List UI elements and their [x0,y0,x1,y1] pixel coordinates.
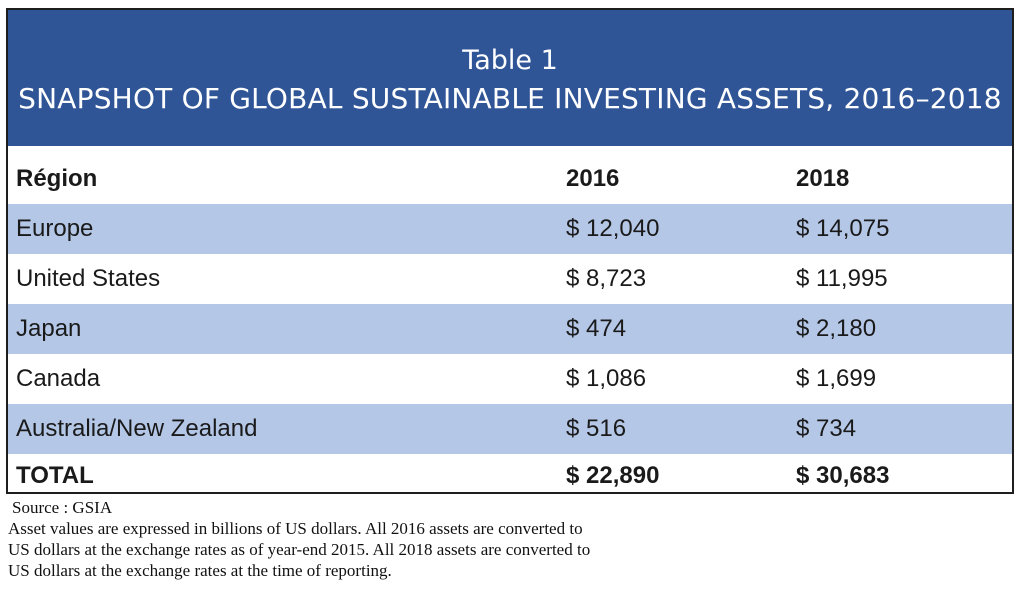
table-row: United States $ 8,723 $ 11,995 [8,254,1012,304]
source-note: Source : GSIA [12,498,113,517]
region-cell: United States [16,265,161,292]
value-2016-cell: $ 1,086 [566,365,647,392]
column-header-2016: 2016 [566,165,620,192]
value-2016-cell: $ 12,040 [566,215,660,242]
sustainable-investing-table: Table 1 SNAPSHOT OF GLOBAL SUSTAINABLE I… [6,8,1014,494]
value-2018-cell: $ 14,075 [796,215,890,242]
footnote-line: Asset values are expressed in billions o… [8,519,583,538]
region-cell: Europe [16,215,94,242]
total-row: TOTAL $ 22,890 $ 30,683 [8,456,1012,492]
table-row: Australia/New Zealand $ 516 $ 734 [8,404,1012,454]
total-label: TOTAL [16,462,94,489]
table-title: SNAPSHOT OF GLOBAL SUSTAINABLE INVESTING… [18,82,1002,115]
value-2018-cell: $ 2,180 [796,315,877,342]
table-label: Table 1 [462,45,558,76]
column-header-region: Région [16,165,98,192]
total-2016-cell: $ 22,890 [566,462,660,489]
footnotes: Source : GSIA Asset values are expressed… [8,497,590,581]
table-row: Canada $ 1,086 $ 1,699 [8,354,1012,404]
table-row: Japan $ 474 $ 2,180 [8,304,1012,354]
region-cell: Australia/New Zealand [16,415,258,442]
table-header: Table 1 SNAPSHOT OF GLOBAL SUSTAINABLE I… [8,10,1012,146]
table-row: Europe $ 12,040 $ 14,075 [8,204,1012,254]
value-2016-cell: $ 8,723 [566,265,647,292]
value-2016-cell: $ 516 [566,415,627,442]
value-2018-cell: $ 734 [796,415,857,442]
footnote-line: US dollars at the exchange rates at the … [8,561,392,580]
value-2018-cell: $ 1,699 [796,365,877,392]
total-2018-cell: $ 30,683 [796,462,890,489]
value-2018-cell: $ 11,995 [796,265,888,292]
region-cell: Canada [16,365,101,392]
column-header-2018: 2018 [796,165,850,192]
footnote-line: US dollars at the exchange rates as of y… [8,540,591,559]
value-2016-cell: $ 474 [566,315,627,342]
region-cell: Japan [16,315,82,342]
column-header-row: Région 2016 2018 [8,157,1012,201]
